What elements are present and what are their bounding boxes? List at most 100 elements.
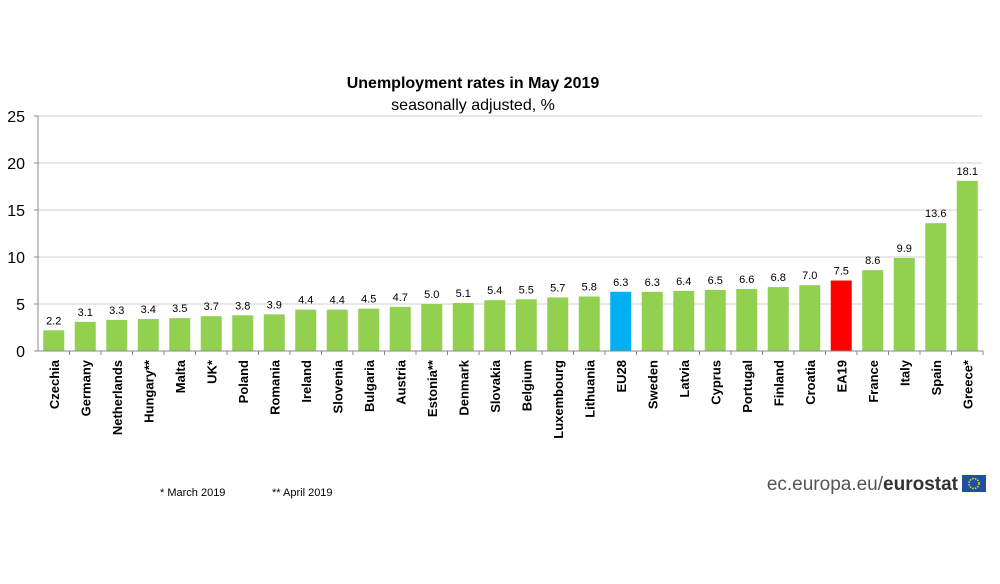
value-label: 5.7	[550, 282, 565, 294]
bar-bulgaria	[358, 308, 380, 351]
bar-slovenia	[326, 309, 348, 351]
bar-poland	[232, 315, 254, 351]
bar-belgium	[515, 299, 537, 351]
value-label: 18.1	[957, 166, 978, 178]
value-label: 3.8	[235, 300, 250, 312]
footnote-april: ** April 2019	[272, 487, 333, 499]
bar-austria	[389, 306, 411, 351]
bar-finland	[767, 287, 789, 351]
bar-czechia	[43, 330, 65, 351]
value-label: 4.7	[393, 292, 408, 304]
source-prefix: ec.europa.eu/	[767, 474, 884, 495]
value-label: 2.2	[46, 315, 61, 327]
bar-cyprus	[704, 289, 726, 351]
value-label: 5.0	[424, 289, 439, 301]
category-label: Estonia**	[425, 359, 440, 417]
source-text: ec.europa.eu/eurostat	[767, 474, 959, 495]
category-label: Belgium	[519, 360, 534, 411]
category-label: Latvia	[677, 359, 692, 397]
category-label: Denmark	[456, 359, 471, 415]
y-tick-label: 5	[16, 297, 25, 314]
value-label: 5.5	[519, 284, 534, 296]
value-label: 8.6	[865, 255, 880, 267]
y-tick-label: 10	[7, 250, 25, 267]
value-label: 7.0	[802, 270, 817, 282]
bar-croatia	[799, 285, 821, 351]
value-label: 5.8	[582, 281, 597, 293]
category-label: France	[866, 360, 881, 403]
category-label: Lithuania	[582, 359, 597, 418]
bar-italy	[893, 257, 915, 351]
category-label: Romania	[267, 359, 282, 415]
value-label: 3.5	[172, 303, 187, 315]
bar-spain	[925, 223, 947, 351]
value-label: 3.9	[267, 299, 282, 311]
bar-greece	[956, 180, 978, 351]
bar-uk	[200, 316, 222, 351]
bar-malta	[169, 318, 191, 351]
y-tick-label: 0	[16, 344, 25, 361]
category-label: Germany	[78, 359, 93, 416]
category-label: Italy	[897, 359, 912, 386]
bar-hungary	[137, 319, 159, 351]
category-label: Croatia	[803, 359, 818, 405]
value-label: 4.4	[298, 295, 313, 307]
y-tick-label: 20	[7, 156, 25, 173]
category-label: Slovenia	[330, 359, 345, 413]
value-label: 6.8	[771, 272, 786, 284]
category-label: Austria	[393, 359, 408, 405]
bar-estonia	[421, 304, 443, 351]
value-label: 3.4	[141, 304, 156, 316]
bar-slovakia	[484, 300, 506, 351]
chart-title: Unemployment rates in May 2019	[347, 75, 600, 92]
eu-flag-icon	[962, 475, 986, 492]
value-label: 6.3	[613, 277, 628, 289]
bar-denmark	[452, 303, 474, 351]
category-label: Greece*	[960, 359, 975, 409]
bar-sweden	[641, 291, 663, 351]
category-label: Luxembourg	[551, 360, 566, 439]
value-label: 13.6	[925, 208, 946, 220]
value-label: 3.3	[109, 305, 124, 317]
value-label: 6.4	[676, 276, 691, 288]
bar-eu28	[610, 291, 632, 351]
category-label: Slovakia	[488, 359, 503, 413]
value-label: 6.5	[708, 275, 723, 287]
category-label: EU28	[614, 360, 629, 393]
bar-luxembourg	[547, 297, 569, 351]
bar-portugal	[736, 288, 758, 351]
bar-france	[862, 270, 884, 351]
bar-lithuania	[578, 296, 600, 351]
value-label: 3.7	[204, 301, 219, 313]
value-label: 3.1	[78, 307, 93, 319]
bar-ea19	[830, 280, 852, 351]
value-label: 6.6	[739, 274, 754, 286]
category-label: EA19	[834, 360, 849, 393]
value-label: 7.5	[834, 266, 849, 278]
category-label: UK*	[204, 359, 219, 384]
bar-germany	[74, 321, 96, 351]
bar-ireland	[295, 309, 317, 351]
bar-netherlands	[106, 319, 128, 351]
value-label: 6.3	[645, 277, 660, 289]
bar-romania	[263, 314, 285, 351]
value-label: 9.9	[897, 243, 912, 255]
value-label: 5.1	[456, 288, 471, 300]
category-label: Sweden	[645, 360, 660, 409]
source-brand: eurostat	[883, 474, 959, 495]
bar-latvia	[673, 290, 695, 351]
chart-subtitle: seasonally adjusted, %	[391, 97, 555, 114]
value-label: 5.4	[487, 285, 502, 297]
category-label: Cyprus	[708, 360, 723, 405]
category-label: Netherlands	[110, 360, 125, 435]
y-tick-label: 15	[7, 203, 25, 220]
category-label: Hungary**	[141, 359, 156, 423]
category-label: Finland	[771, 360, 786, 406]
footnote-march: * March 2019	[160, 487, 225, 499]
category-label: Poland	[236, 360, 251, 403]
category-label: Czechia	[47, 359, 62, 409]
y-tick-label: 25	[7, 109, 25, 126]
value-label: 4.5	[361, 294, 376, 306]
value-label: 4.4	[330, 295, 345, 307]
